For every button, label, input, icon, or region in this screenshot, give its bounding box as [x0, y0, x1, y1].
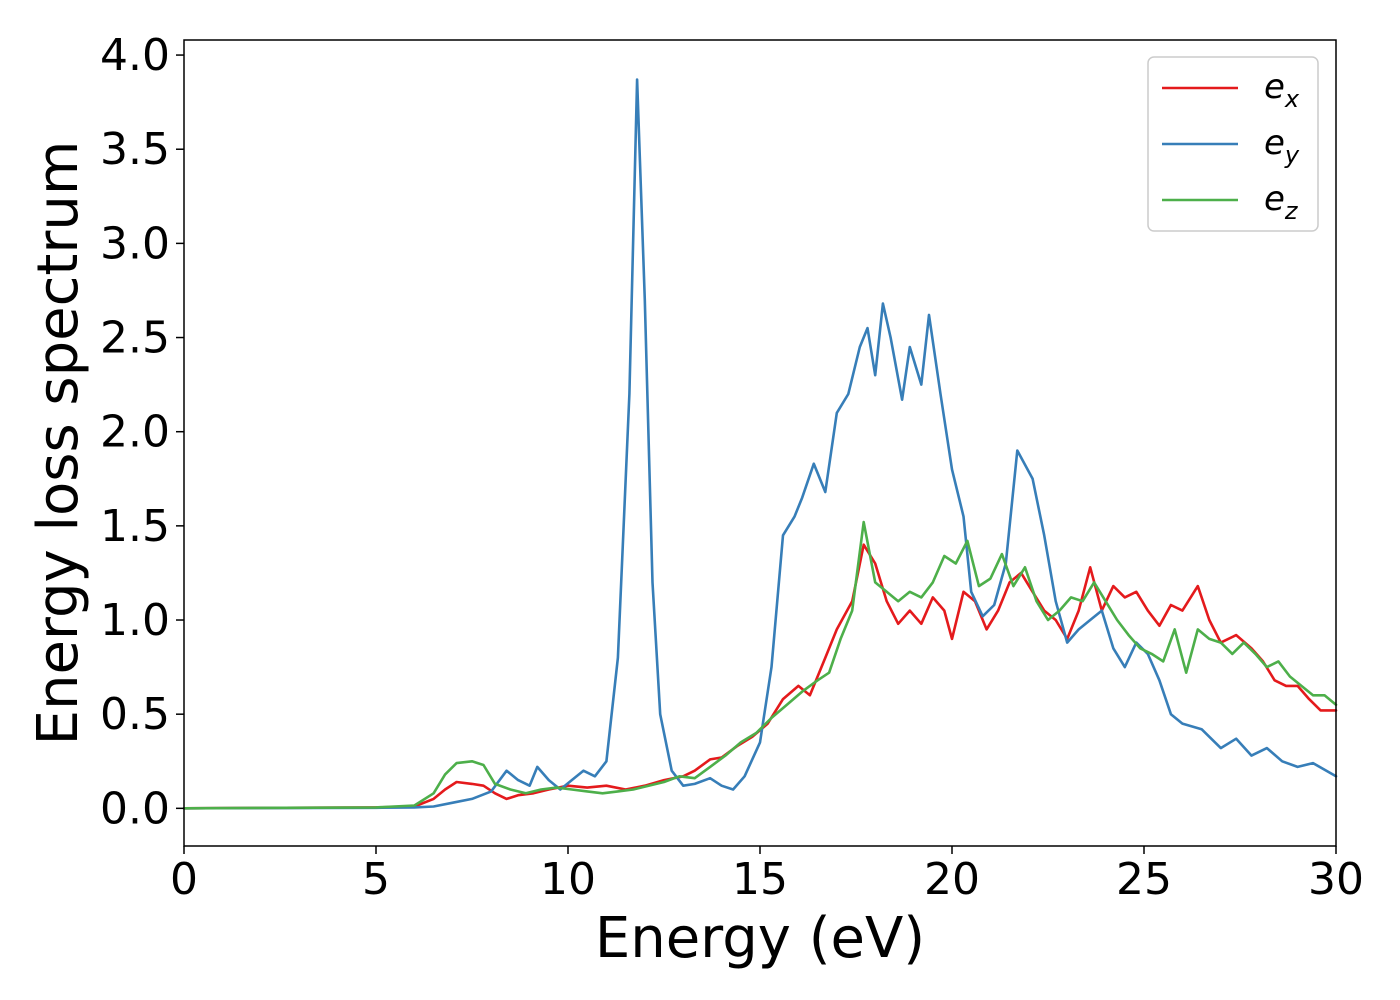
y-tick-label: 4.0	[100, 30, 170, 81]
y-tick-label: 1.5	[100, 501, 170, 552]
x-tick-label: 0	[170, 854, 198, 905]
series-layer	[182, 78, 1338, 810]
y-tick-label: 3.0	[100, 218, 170, 269]
y-tick-label: 0.0	[100, 783, 170, 834]
y-axis-ticks: 0.0 0.5 1.0 1.5 2.0 2.5 3.0 3.5 4.0	[100, 30, 184, 834]
y-tick-label: 2.5	[100, 313, 170, 364]
y-tick-label: 3.5	[100, 124, 170, 175]
series-line-z	[182, 520, 1338, 810]
x-tick-label: 20	[924, 854, 980, 905]
y-tick-label: 0.5	[100, 689, 170, 740]
x-tick-label: 15	[732, 854, 788, 905]
legend: ex ey ez	[1147, 56, 1319, 232]
x-axis-label: Energy (eV)	[595, 906, 925, 971]
y-axis-label: Energy loss spectrum	[26, 141, 91, 746]
legend-label-x: ex	[1264, 67, 1300, 113]
y-tick-label: 2.0	[100, 407, 170, 458]
x-axis-ticks: 0 5 10 15 20 25 30	[170, 846, 1364, 905]
legend-label-y: ey	[1264, 123, 1300, 169]
x-tick-label: 5	[362, 854, 390, 905]
x-tick-label: 10	[540, 854, 596, 905]
plot-background	[184, 40, 1336, 846]
x-tick-label: 25	[1116, 854, 1172, 905]
y-tick-label: 1.0	[100, 595, 170, 646]
legend-label-z: ez	[1264, 179, 1299, 225]
x-tick-label: 30	[1308, 854, 1364, 905]
